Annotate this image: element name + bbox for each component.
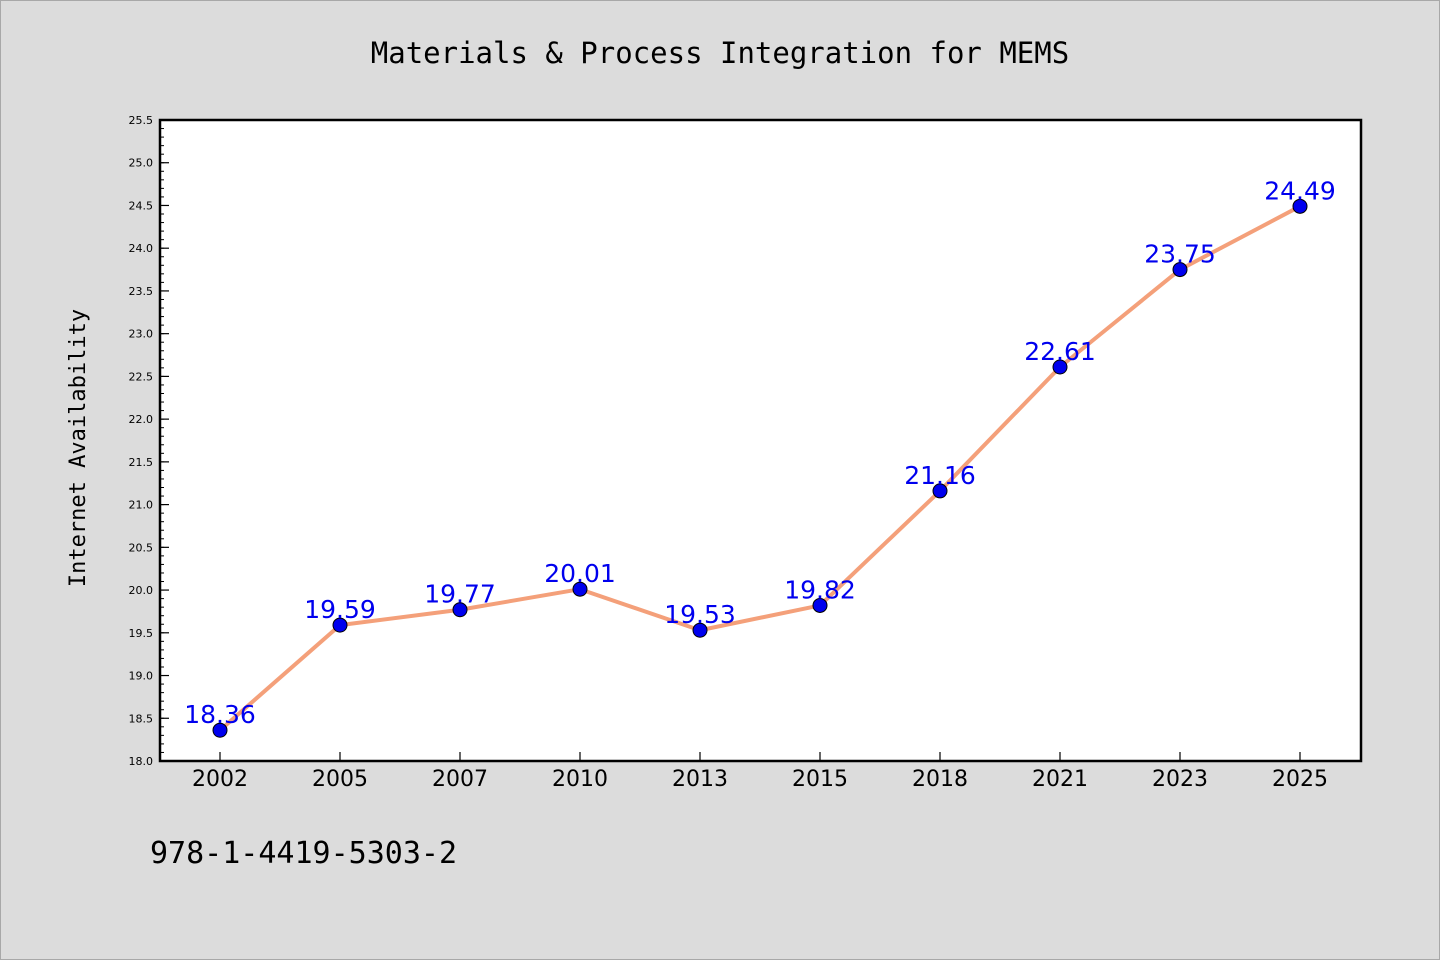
footnote-isbn: 978-1-4419-5303-2 [150,836,458,871]
x-tick-label: 2025 [1272,767,1328,792]
data-label: 19.59 [304,595,376,624]
data-point [1292,198,1308,214]
x-axis-ticks: 2002 2005 2007 2010 2013 2015 2018 2021 2023 2025 [192,752,1328,792]
y-tick-label: 20.5 [129,541,154,554]
y-tick-label: 24.0 [129,242,154,255]
y-tick-label: 18.0 [129,755,154,768]
data-labels: 18.36 19.59 19.77 20.01 19.53 19.82 21.16 22.61… [184,176,1336,729]
series-line [218,204,1302,733]
y-axis-ticks: 18.0 18.5 19.0 19.5 20.0 20.5 21.0 21.5 22.0 22.5… [129,114,169,768]
x-tick-label: 2002 [192,767,248,792]
data-label: 19.77 [424,580,496,609]
x-tick-label: 2013 [672,767,728,792]
plot-area [160,120,1361,761]
data-point [1172,262,1188,278]
data-point [212,722,228,738]
y-axis-label: Internet Availability [66,309,91,587]
y-tick-label: 25.0 [129,157,154,170]
data-label: 23.75 [1144,240,1216,269]
y-tick-label: 19.5 [129,627,154,640]
y-tick-label: 22.5 [129,370,154,383]
data-label: 18.36 [184,700,256,729]
y-tick-label: 25.5 [129,114,154,127]
series-markers [212,198,1308,738]
plot-border [158,118,1363,763]
data-point [332,617,348,633]
data-label: 19.53 [664,600,736,629]
data-point [812,597,828,613]
data-point [692,622,708,638]
data-label: 20.01 [544,559,616,588]
x-tick-label: 2023 [1152,767,1208,792]
x-tick-label: 2021 [1032,767,1088,792]
y-tick-label: 22.0 [129,413,154,426]
data-label: 22.61 [1024,337,1096,366]
y-tick-label: 18.5 [129,712,154,725]
y-tick-label: 24.5 [129,199,154,212]
x-tick-label: 2018 [912,767,968,792]
y-tick-label: 20.0 [129,584,154,597]
y-tick-label: 21.0 [129,499,154,512]
y-tick-label: 23.0 [129,328,154,341]
y-tick-label: 21.5 [129,456,154,469]
chart-title: Materials & Process Integration for MEMS [371,36,1069,70]
y-tick-label: 23.5 [129,285,154,298]
data-point [452,602,468,618]
x-tick-label: 2010 [552,767,608,792]
data-point [572,581,588,597]
x-tick-label: 2005 [312,767,368,792]
x-tick-label: 2007 [432,767,488,792]
data-label: 21.16 [904,461,976,490]
y-tick-label: 19.0 [129,670,154,683]
data-label: 19.82 [784,575,856,604]
data-point [932,483,948,499]
x-tick-label: 2015 [792,767,848,792]
data-label: 24.49 [1264,176,1336,205]
data-point [1052,359,1068,375]
